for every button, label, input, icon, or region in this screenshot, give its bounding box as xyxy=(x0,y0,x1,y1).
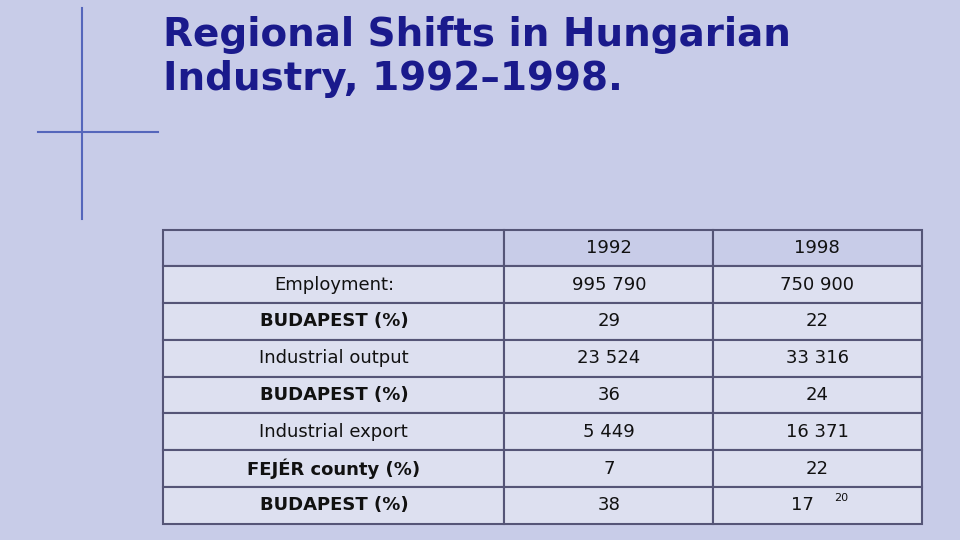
Text: 36: 36 xyxy=(597,386,620,404)
Text: 1998: 1998 xyxy=(795,239,840,257)
Text: BUDAPEST (%): BUDAPEST (%) xyxy=(259,386,408,404)
Text: 16 371: 16 371 xyxy=(786,423,849,441)
Text: 24: 24 xyxy=(805,386,828,404)
Text: 33 316: 33 316 xyxy=(786,349,849,367)
Text: Employment:: Employment: xyxy=(274,276,394,294)
Text: 5 449: 5 449 xyxy=(583,423,635,441)
Text: BUDAPEST (%): BUDAPEST (%) xyxy=(259,313,408,330)
Text: 7: 7 xyxy=(603,460,614,477)
Text: FEJÉR county (%): FEJÉR county (%) xyxy=(248,458,420,479)
Text: 1992: 1992 xyxy=(586,239,632,257)
Text: 22: 22 xyxy=(805,313,828,330)
Text: 22: 22 xyxy=(805,460,828,477)
Text: 23 524: 23 524 xyxy=(577,349,640,367)
Text: Regional Shifts in Hungarian
Industry, 1992–1998.: Regional Shifts in Hungarian Industry, 1… xyxy=(163,16,791,98)
Text: Industrial output: Industrial output xyxy=(259,349,409,367)
Text: 17: 17 xyxy=(791,496,814,515)
Text: 20: 20 xyxy=(834,494,849,503)
Text: BUDAPEST (%): BUDAPEST (%) xyxy=(259,496,408,515)
Text: 995 790: 995 790 xyxy=(571,276,646,294)
Text: Industrial export: Industrial export xyxy=(259,423,408,441)
Text: 29: 29 xyxy=(597,313,620,330)
Text: 750 900: 750 900 xyxy=(780,276,854,294)
Text: 38: 38 xyxy=(597,496,620,515)
